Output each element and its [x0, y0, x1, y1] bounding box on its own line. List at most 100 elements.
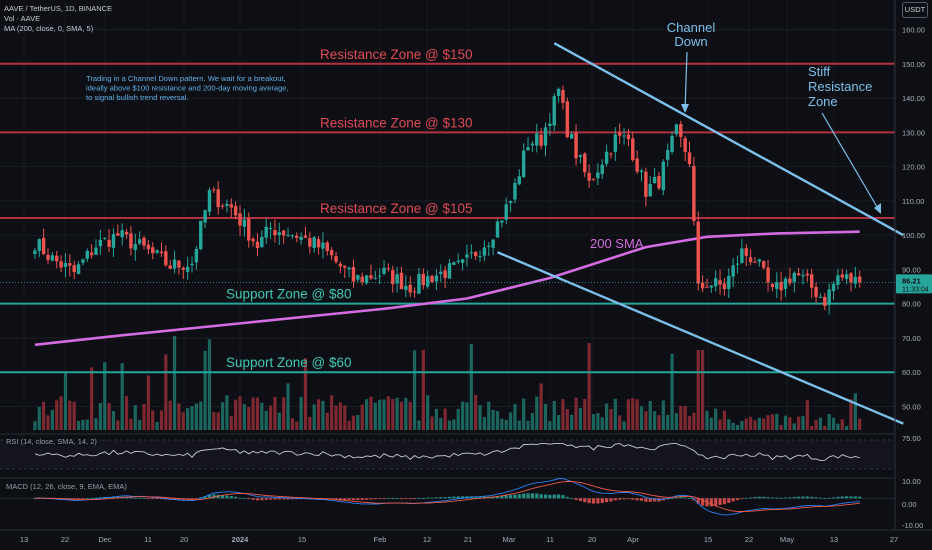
candle-body [574, 132, 578, 159]
candle-body [508, 201, 513, 203]
macd-histogram-bar [111, 496, 116, 499]
volume-bar [744, 418, 748, 430]
rsi-legend[interactable]: RSI (14, close, SMA, 14, 2) [4, 437, 99, 446]
candle-body [72, 265, 76, 273]
candle-body [709, 285, 714, 288]
volume-bar [705, 410, 709, 430]
candle-body [351, 266, 356, 282]
macd-histogram-bar [714, 498, 718, 506]
price-tick-label: 130.00 [902, 128, 925, 137]
candle-body [50, 255, 55, 261]
volume-bar [443, 408, 447, 430]
candle-body [338, 263, 343, 267]
volume-bar [203, 350, 207, 430]
candle-body [600, 164, 604, 175]
volume-bar [770, 414, 775, 430]
volume-bar [81, 419, 85, 430]
macd-histogram-bar [251, 498, 255, 500]
volume-bar [644, 411, 648, 430]
candle-body [613, 134, 618, 152]
candle-body [583, 153, 587, 173]
candle-body [89, 252, 94, 256]
volume-bar [504, 419, 508, 430]
macd-histogram-bar [613, 498, 617, 501]
candle-body [652, 176, 657, 184]
volume-bar [207, 339, 212, 430]
macd-histogram-bar [81, 498, 85, 500]
volume-bar [164, 354, 168, 430]
volume-bar [583, 399, 587, 430]
stiff-resistance-label: Stiff [808, 64, 831, 79]
macd-signal-line [34, 481, 860, 512]
volume-bar [325, 412, 329, 430]
macd-legend-text: MACD (12, 26, close, 9, EMA, EMA) [4, 482, 129, 491]
macd-histogram-bar [504, 495, 508, 499]
volume-bar [526, 420, 530, 430]
stiff-resistance-label: Resistance [808, 79, 872, 94]
macd-histogram-bar [434, 497, 438, 499]
macd-histogram-bar [587, 498, 591, 504]
candle-body [172, 259, 177, 269]
candle-body [757, 259, 762, 262]
time-tick-label: 27 [890, 535, 898, 544]
volume-bar [94, 418, 98, 430]
macd-histogram-bar [194, 498, 198, 500]
candle-body [181, 267, 185, 270]
volume-bar [124, 396, 129, 430]
volume-bar [609, 408, 613, 430]
candle-body [801, 275, 805, 277]
macd-legend[interactable]: MACD (12, 26, close, 9, EMA, EMA) [4, 482, 129, 491]
candle-body [207, 190, 212, 212]
volume-bar [792, 423, 796, 430]
macd-histogram-bar [373, 498, 377, 500]
volume-bar [679, 405, 683, 430]
note-line: Trading in a Channel Down pattern. We wa… [86, 74, 286, 83]
macd-histogram-bar [696, 498, 700, 504]
macd-histogram-bar [72, 498, 76, 500]
candle-body [277, 232, 281, 235]
volume-bar [591, 414, 596, 430]
candle-body [247, 218, 251, 241]
candle-body [417, 273, 421, 294]
volume-bar [334, 405, 338, 430]
candle-body [347, 267, 351, 270]
volume-bar [788, 417, 792, 430]
candle-body [299, 236, 303, 241]
macd-histogram-bar [583, 498, 587, 503]
channel-line-lower [497, 251, 904, 425]
volume-bar [373, 402, 377, 430]
macd-histogram-bar [495, 496, 500, 499]
volume-bar [242, 404, 246, 430]
candle-body [225, 203, 229, 206]
candle-body [395, 274, 399, 284]
volume-bar [212, 411, 216, 430]
macd-histogram-bar [727, 498, 731, 503]
candlestick-series [33, 85, 862, 315]
volume-bar [810, 426, 814, 430]
volume-bar [59, 396, 63, 430]
macd-histogram-bar [142, 498, 146, 499]
macd-histogram-bar [343, 498, 347, 500]
candle-body [391, 270, 395, 285]
annotation-labels: Resistance Zone @ $150 Resistance Zone @ … [86, 20, 881, 370]
candle-body [465, 254, 469, 258]
candle-body [408, 284, 412, 293]
ma-legend[interactable]: MA (200, close, 0, SMA, 5) [4, 24, 94, 33]
candle-body [692, 165, 696, 221]
candle-body [434, 275, 439, 282]
macd-histogram-bar [596, 498, 600, 504]
volume-bar [727, 419, 731, 430]
candle-body [849, 273, 853, 283]
candle-body [609, 153, 613, 155]
volume-bar [578, 408, 583, 430]
volume-bar [229, 416, 233, 430]
volume-bar [631, 398, 635, 430]
volume-bar [439, 418, 443, 430]
volume-legend[interactable]: Vol · AAVE [4, 14, 41, 23]
symbol-title[interactable]: AAVE / TetherUS, 1D, BINANCE [4, 4, 113, 13]
volume-bar [827, 414, 831, 430]
currency-button[interactable]: USDT [902, 2, 928, 18]
volume-bar [683, 406, 687, 430]
candle-body [836, 275, 840, 285]
